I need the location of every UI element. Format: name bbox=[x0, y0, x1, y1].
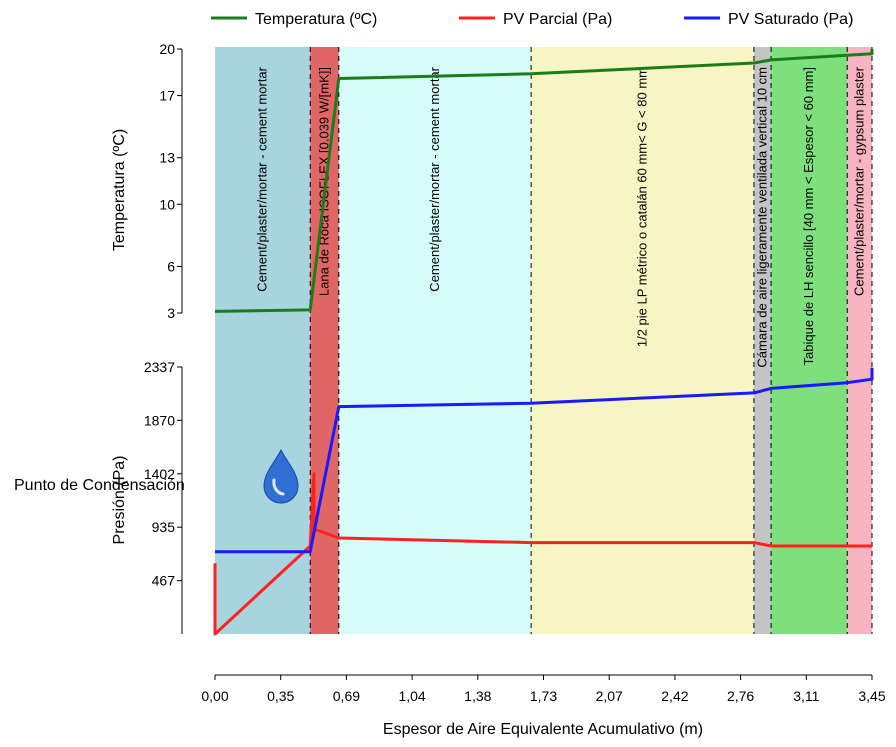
temperature-line bbox=[214, 49, 874, 313]
pv-saturated-line bbox=[215, 367, 874, 554]
x-tick-label: 1,04 bbox=[398, 688, 425, 704]
pv-partial-line bbox=[213, 472, 872, 636]
layer-label: Cement/plaster/mortar - gypsum plaster bbox=[852, 66, 867, 296]
layer-band bbox=[847, 47, 872, 634]
layer-labels: Cement/plaster/mortar - cement mortar Lan… bbox=[255, 66, 867, 367]
legend-label: Temperatura (ºC) bbox=[255, 11, 377, 28]
layer-label: Cámara de aire ligeramente ventilada ver… bbox=[755, 67, 770, 368]
layer-band bbox=[771, 47, 848, 634]
x-axis-title: Espesor de Aire Equivalente Acumulativo … bbox=[383, 721, 703, 738]
layer-band bbox=[753, 47, 772, 634]
layer-bands bbox=[215, 47, 872, 634]
x-tick-label: 2,42 bbox=[661, 688, 688, 704]
layer-band bbox=[338, 47, 532, 634]
temperature-tick-label: 6 bbox=[167, 258, 175, 274]
pressure-tick-label: 2337 bbox=[144, 359, 175, 375]
x-tick-label: 0,00 bbox=[201, 688, 228, 704]
temperature-tick-label: 17 bbox=[159, 88, 175, 104]
condensation-label: Punto de Condensación bbox=[14, 477, 185, 494]
temperature-tick-label: 20 bbox=[159, 41, 175, 57]
temperature-tick-label: 3 bbox=[167, 305, 175, 321]
axes: 3 6 10 13 17 20 467 935 1402 1870 2337 0,00 0,35 0,69… bbox=[144, 41, 886, 704]
pressure-tick-label: 935 bbox=[152, 519, 176, 535]
pressure-tick-label: 1402 bbox=[144, 466, 175, 482]
pressure-axis-title: Presión (Pa) bbox=[111, 456, 128, 545]
x-tick-label: 1,73 bbox=[530, 688, 557, 704]
legend-label: PV Saturado (Pa) bbox=[728, 11, 853, 28]
x-tick-label: 1,38 bbox=[464, 688, 491, 704]
x-tick-label: 3,45 bbox=[858, 688, 885, 704]
layer-band bbox=[531, 47, 754, 634]
layer-label: Cement/plaster/mortar - cement mortar bbox=[255, 66, 270, 291]
water-drop-icon bbox=[263, 448, 299, 504]
pressure-tick-label: 467 bbox=[152, 573, 176, 589]
series-lines bbox=[213, 49, 874, 636]
x-tick-label: 3,11 bbox=[793, 688, 819, 704]
x-tick-label: 2,07 bbox=[596, 688, 623, 704]
legend: Temperatura (ºC) PV Parcial (Pa) PV Satura… bbox=[211, 11, 853, 28]
layer-band bbox=[215, 47, 311, 634]
x-tick-label: 0,69 bbox=[333, 688, 360, 704]
temperature-axis-title: Temperatura (ºC) bbox=[111, 129, 128, 251]
legend-label: PV Parcial (Pa) bbox=[503, 11, 612, 28]
pressure-tick-label: 1870 bbox=[144, 412, 175, 428]
temperature-tick-label: 13 bbox=[159, 150, 175, 166]
x-tick-label: 2,76 bbox=[727, 688, 754, 704]
temperature-tick-label: 10 bbox=[159, 196, 175, 212]
layer-label: 1/2 pie LP métrico o catalán 60 mm< G < … bbox=[635, 67, 650, 347]
layer-label: Tabique de LH sencillo [40 mm < Espesor … bbox=[801, 67, 816, 365]
layer-label: Cement/plaster/mortar - cement mortar bbox=[427, 66, 442, 291]
layer-label: Lana de Roca ISOFLEX [0.039 W/[mK]] bbox=[317, 67, 332, 296]
condensation-marker: Punto de Condensación bbox=[14, 448, 299, 504]
x-tick-label: 0,35 bbox=[267, 688, 294, 704]
